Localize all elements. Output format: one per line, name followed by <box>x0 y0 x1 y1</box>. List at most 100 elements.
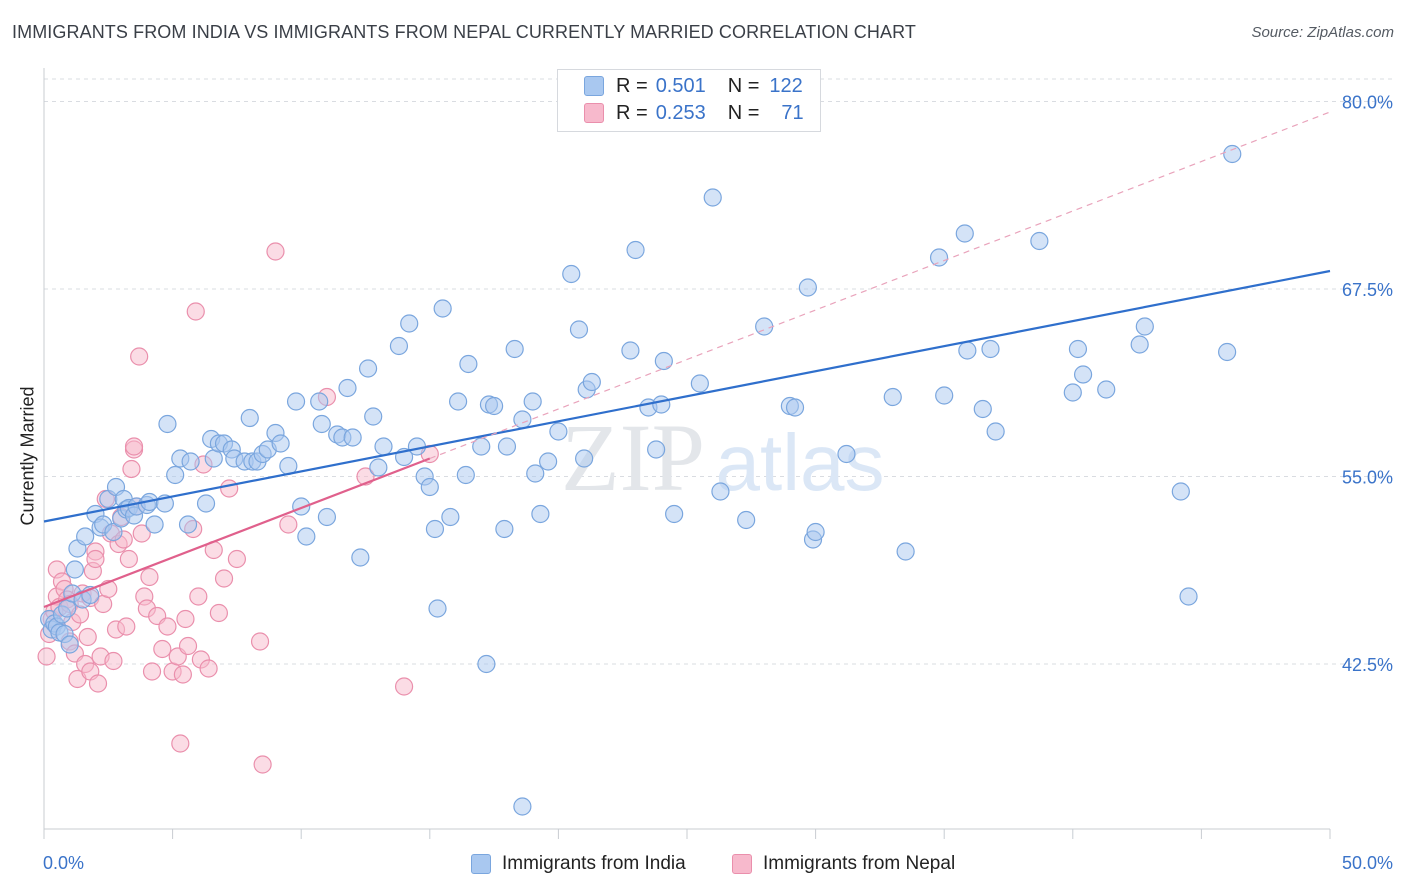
india-point <box>1179 587 1198 606</box>
india-point <box>472 437 491 456</box>
india-n-label: N = <box>727 74 760 97</box>
bottom-india-swatch <box>471 854 491 874</box>
india-point <box>317 507 337 527</box>
india-point <box>310 392 329 411</box>
nepal-n-label: N = <box>727 101 760 124</box>
india-point <box>407 437 427 456</box>
india-point <box>935 386 954 405</box>
india-point <box>158 414 177 434</box>
trend-lines <box>43 111 1331 609</box>
bottom-nepal-swatch <box>732 854 752 874</box>
nepal-point <box>394 677 414 696</box>
india-n-value: 122 <box>769 74 803 97</box>
nepal-point <box>37 647 56 666</box>
india-point <box>477 654 496 674</box>
nepal-point <box>86 549 105 569</box>
grid-lines <box>44 78 1393 665</box>
india-point <box>929 248 949 267</box>
nepal-point <box>124 437 144 456</box>
india-point <box>351 548 370 567</box>
india-point <box>60 635 79 654</box>
nepal-point <box>186 302 205 321</box>
india-point <box>76 527 95 546</box>
india-point <box>104 522 123 542</box>
nepal-point <box>266 242 285 261</box>
india-point <box>562 264 581 284</box>
india-point <box>806 522 825 542</box>
india-point <box>65 560 84 579</box>
nepal-point <box>250 632 270 651</box>
india-point <box>526 464 545 483</box>
india-point <box>312 414 331 434</box>
india-point <box>582 372 601 392</box>
y-axis-label: Currently Married <box>17 386 38 526</box>
nepal-point <box>178 636 198 656</box>
chart-title: IMMIGRANTS FROM INDIA VS IMMIGRANTS FROM… <box>12 22 916 42</box>
nepal-r-value: 0.253 <box>655 101 706 124</box>
nepal-point <box>279 515 298 534</box>
india-point <box>369 458 388 477</box>
india-point <box>837 444 856 464</box>
india-point <box>196 494 216 513</box>
india-point <box>785 398 805 417</box>
nepal-point <box>117 617 136 636</box>
india-point <box>495 519 514 539</box>
india-point <box>181 452 200 471</box>
india-point <box>400 314 419 333</box>
bottom-india-label: Immigrants from India <box>502 853 686 874</box>
nepal-n-value: 71 <box>781 101 804 124</box>
india-point <box>374 437 393 456</box>
nepal-r-label: R = <box>616 101 648 124</box>
nepal-point <box>130 347 149 366</box>
india-point <box>456 465 475 485</box>
india-point <box>647 440 666 459</box>
nepal-point <box>153 639 172 659</box>
legend-row-india: R = 0.501 N = 122 <box>584 74 803 98</box>
india-point <box>1063 383 1082 402</box>
nepal-trend-line <box>43 457 431 609</box>
india-point <box>737 510 756 530</box>
india-point <box>523 392 542 411</box>
india-point <box>973 399 992 419</box>
nepal-point <box>199 659 218 678</box>
india-point <box>1135 317 1154 336</box>
nepal-point <box>122 459 141 479</box>
india-point <box>338 378 357 398</box>
india-point <box>755 317 774 336</box>
watermark-atlas: atlas <box>716 418 885 507</box>
india-point <box>240 408 259 428</box>
india-swatch <box>584 76 604 96</box>
india-point <box>539 452 558 471</box>
india-point <box>485 396 504 416</box>
india-point <box>297 527 316 546</box>
nepal-point <box>176 609 195 629</box>
nepal-point <box>88 674 108 693</box>
nepal-point <box>253 755 272 774</box>
tick-labels: 42.5% 55.0% 67.5% 80.0% 0.0% 50.0% <box>43 93 1393 874</box>
nepal-trend-extension <box>429 111 1331 460</box>
india-point <box>626 240 645 260</box>
india-point <box>569 320 589 339</box>
india-point <box>497 437 517 456</box>
india-point <box>531 504 550 524</box>
india-point <box>364 407 383 426</box>
india-point <box>505 339 524 359</box>
watermark: ZIP atlas <box>561 404 884 511</box>
nepal-point <box>173 665 192 684</box>
nepal-point <box>142 662 162 681</box>
bottom-nepal-label: Immigrants from Nepal <box>763 853 956 874</box>
india-point <box>420 477 439 497</box>
nepal-point <box>214 569 234 588</box>
india-point <box>958 341 977 360</box>
india-point <box>1073 365 1093 384</box>
india-point <box>711 482 730 501</box>
axes <box>43 68 1331 839</box>
nepal-point <box>171 734 190 753</box>
y-tick-label: 67.5% <box>1342 280 1393 300</box>
nepal-point <box>119 549 138 569</box>
nepal-point <box>227 549 246 569</box>
x-tick-label-max: 50.0% <box>1342 853 1393 873</box>
india-point <box>286 392 306 411</box>
nepal-point <box>189 587 208 606</box>
